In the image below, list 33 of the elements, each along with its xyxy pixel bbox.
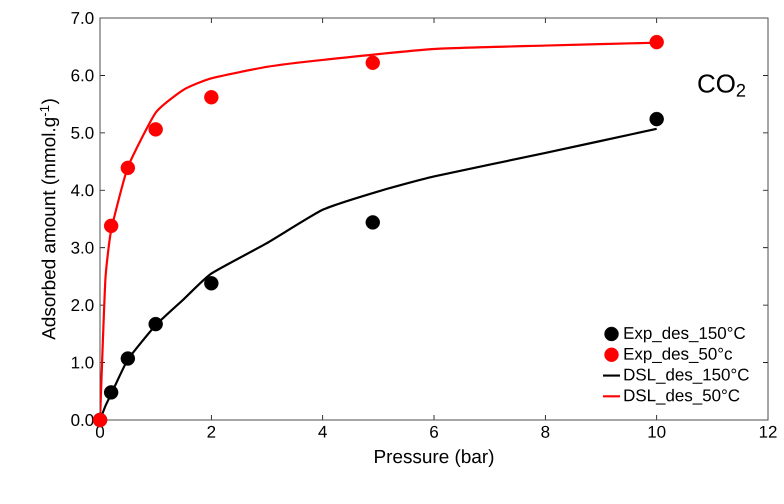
y-tick-label: 0.0: [71, 414, 94, 426]
point: [148, 122, 163, 137]
y-tick-label: 2.0: [71, 299, 94, 312]
annotation: CO$_{2}$: [698, 74, 746, 97]
point: [104, 218, 118, 234]
point: [366, 56, 380, 70]
point: [120, 351, 136, 366]
point: [104, 385, 118, 400]
point: [649, 34, 664, 50]
legend-label: Exp_des_50°c: [624, 347, 732, 364]
x-tick-label: 2: [207, 426, 216, 438]
x-tick-label: 8: [541, 426, 550, 438]
point: [120, 160, 136, 176]
y-tick-label: 6.0: [71, 69, 94, 82]
x-tick-label: 4: [318, 426, 327, 438]
point: [204, 276, 219, 291]
point: [148, 316, 163, 332]
x-axis-title: Pressure (bar): [375, 449, 494, 467]
x-tick-label: 10: [648, 426, 666, 438]
point: [204, 90, 219, 104]
y-tick-label: 4.0: [71, 184, 94, 196]
legend-label: Exp_des_150°C: [624, 326, 746, 342]
point: [649, 112, 664, 126]
y-tick-label: 5.0: [71, 126, 94, 139]
legend-label: DSL_des_150°C: [624, 368, 749, 384]
y-axis-title: Adsorbed amount (mmol.g$^{-1}$): [40, 99, 60, 340]
y-tick-label: 7.0: [71, 12, 94, 24]
y-tick-label: 1.0: [72, 356, 94, 369]
x-tick-label: 12: [760, 426, 777, 438]
point: [366, 215, 380, 230]
x-tick-label: 6: [430, 426, 438, 438]
legend-label: DSL_des_50°C: [624, 388, 740, 405]
y-tick-label: 3.0: [71, 242, 94, 254]
